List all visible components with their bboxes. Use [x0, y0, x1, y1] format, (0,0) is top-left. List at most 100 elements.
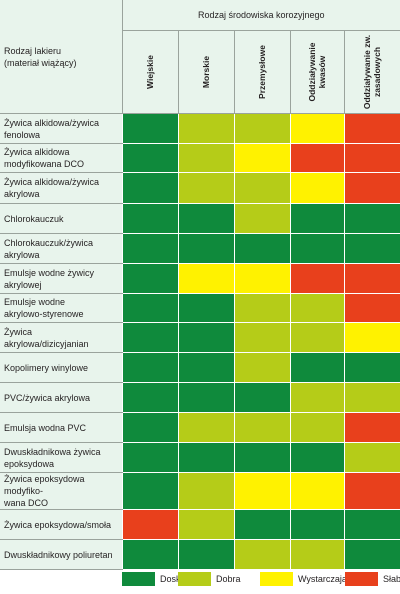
- row-label: Żywica alkidowa modyfikowana DCO: [0, 143, 122, 173]
- rating-cell-doskonala: [177, 203, 234, 234]
- environment-group-title: Rodzaj środowiska korozyjnego: [121, 0, 400, 31]
- row-label: Emulsje wodne żywicy akrylowej: [0, 263, 122, 294]
- row-label: Żywica alkidowa/żywica fenolowa: [0, 113, 122, 144]
- rating-cell-dobra: [289, 322, 344, 353]
- row-label: Dwuskładnikowy poliuretan: [0, 539, 122, 570]
- rating-cell-doskonala: [289, 352, 344, 383]
- table-row: Żywica alkidowa modyfikowana DCO: [0, 143, 400, 173]
- row-label: Chlorokauczuk: [0, 203, 122, 234]
- rating-cell-wystarczajaca: [233, 143, 290, 173]
- rating-cell-doskonala: [233, 509, 290, 540]
- table-body: Żywica alkidowa/żywica fenolowa Żywica al…: [0, 113, 400, 570]
- rating-cell-doskonala: [289, 442, 344, 473]
- table-row: Chlorokauczuk: [0, 203, 400, 234]
- rating-cell-dobra: [343, 442, 400, 473]
- rating-cell-doskonala: [289, 203, 344, 234]
- rating-cell-doskonala: [121, 322, 178, 353]
- rating-cell-doskonala: [121, 442, 178, 473]
- rating-cell-doskonala: [343, 233, 400, 264]
- rating-cell-doskonala: [289, 509, 344, 540]
- column-header-label: Morskie: [201, 55, 211, 89]
- rating-cell-slaba: [343, 293, 400, 323]
- column-header: Oddziaływanie zw. zasadowych: [343, 30, 400, 114]
- legend: DoskonałaDobraWystarczającaSłaba: [0, 560, 400, 594]
- table-row: Emulsje wodne żywicy akrylowej: [0, 263, 400, 294]
- rating-cell-doskonala: [177, 352, 234, 383]
- rating-cell-dobra: [177, 172, 234, 204]
- rating-cell-doskonala: [121, 352, 178, 383]
- table-row: Żywica akrylowa/dizicyjanian: [0, 322, 400, 353]
- column-header: Oddziaływanie kwasów: [289, 30, 344, 114]
- rating-cell-dobra: [177, 412, 234, 443]
- legend-label: Wystarczająca: [298, 574, 357, 584]
- table-row: Żywica epoksydowa/smoła: [0, 509, 400, 540]
- legend-label: Dobra: [216, 574, 241, 584]
- rating-cell-wystarczajaca: [289, 472, 344, 510]
- table-row: Dwuskładnikowa żywica epoksydowa: [0, 442, 400, 473]
- rating-cell-dobra: [233, 113, 290, 144]
- row-label: Żywica epoksydowa modyfiko- wana DCO: [0, 472, 122, 510]
- rating-cell-dobra: [289, 539, 344, 570]
- table-row: Żywica epoksydowa modyfiko- wana DCO: [0, 472, 400, 510]
- rating-cell-doskonala: [343, 539, 400, 570]
- table-row: Dwuskładnikowy poliuretan: [0, 539, 400, 570]
- rating-cell-doskonala: [343, 203, 400, 234]
- column-header: Przemysłowe: [233, 30, 290, 114]
- rating-cell-dobra: [289, 382, 344, 413]
- rating-cell-slaba: [121, 509, 178, 540]
- row-label: Emulsja wodna PVC: [0, 412, 122, 443]
- legend-swatch: [345, 572, 378, 586]
- rating-cell-wystarczajaca: [343, 322, 400, 353]
- row-label: Żywica epoksydowa/smoła: [0, 509, 122, 540]
- rating-cell-dobra: [233, 293, 290, 323]
- row-label: Chlorokauczuk/żywica akrylowa: [0, 233, 122, 264]
- legend-label: Słaba: [383, 574, 400, 584]
- rating-cell-slaba: [289, 263, 344, 294]
- rating-cell-dobra: [233, 203, 290, 234]
- column-header-label: Oddziaływanie kwasów: [307, 42, 327, 102]
- rating-cell-doskonala: [343, 509, 400, 540]
- column-header-label: Przemysłowe: [257, 45, 267, 99]
- rating-cell-slaba: [289, 143, 344, 173]
- rating-cell-doskonala: [233, 442, 290, 473]
- legend-swatch: [122, 572, 155, 586]
- column-header-label: Oddziaływanie zw. zasadowych: [362, 34, 383, 110]
- rating-cell-doskonala: [121, 113, 178, 144]
- rating-cell-dobra: [233, 539, 290, 570]
- rating-cell-doskonala: [121, 203, 178, 234]
- rating-cell-dobra: [233, 322, 290, 353]
- rating-cell-slaba: [343, 472, 400, 510]
- rating-cell-doskonala: [177, 293, 234, 323]
- rating-cell-doskonala: [121, 382, 178, 413]
- corrosion-resistance-table: Rodzaj lakieru (materiał wiążący) Rodzaj…: [0, 0, 400, 570]
- rating-cell-doskonala: [177, 233, 234, 264]
- row-label: Dwuskładnikowa żywica epoksydowa: [0, 442, 122, 473]
- rating-cell-doskonala: [121, 539, 178, 570]
- rating-cell-doskonala: [177, 539, 234, 570]
- column-header: Wiejskie: [121, 30, 178, 114]
- rating-cell-slaba: [343, 113, 400, 144]
- row-label: Emulsje wodne akrylowo-styrenowe: [0, 293, 122, 323]
- rating-cell-dobra: [343, 382, 400, 413]
- rating-cell-doskonala: [177, 322, 234, 353]
- rating-cell-slaba: [343, 172, 400, 204]
- row-label: PVC/żywica akrylowa: [0, 382, 122, 413]
- rating-cell-wystarczajaca: [177, 263, 234, 294]
- table-row: PVC/żywica akrylowa: [0, 382, 400, 413]
- rating-cell-slaba: [343, 263, 400, 294]
- rating-cell-dobra: [177, 509, 234, 540]
- rating-cell-wystarczajaca: [233, 263, 290, 294]
- table-row: Chlorokauczuk/żywica akrylowa: [0, 233, 400, 264]
- row-label: Żywica alkidowa/żywica akrylowa: [0, 172, 122, 204]
- table-row: Żywica alkidowa/żywica fenolowa: [0, 113, 400, 144]
- rating-cell-wystarczajaca: [289, 172, 344, 204]
- rating-cell-dobra: [233, 172, 290, 204]
- rating-cell-dobra: [177, 143, 234, 173]
- rating-cell-doskonala: [177, 382, 234, 413]
- rating-cell-slaba: [343, 143, 400, 173]
- legend-swatch: [178, 572, 211, 586]
- rating-cell-dobra: [289, 412, 344, 443]
- rating-cell-doskonala: [343, 352, 400, 383]
- rating-cell-dobra: [289, 293, 344, 323]
- rating-cell-slaba: [343, 412, 400, 443]
